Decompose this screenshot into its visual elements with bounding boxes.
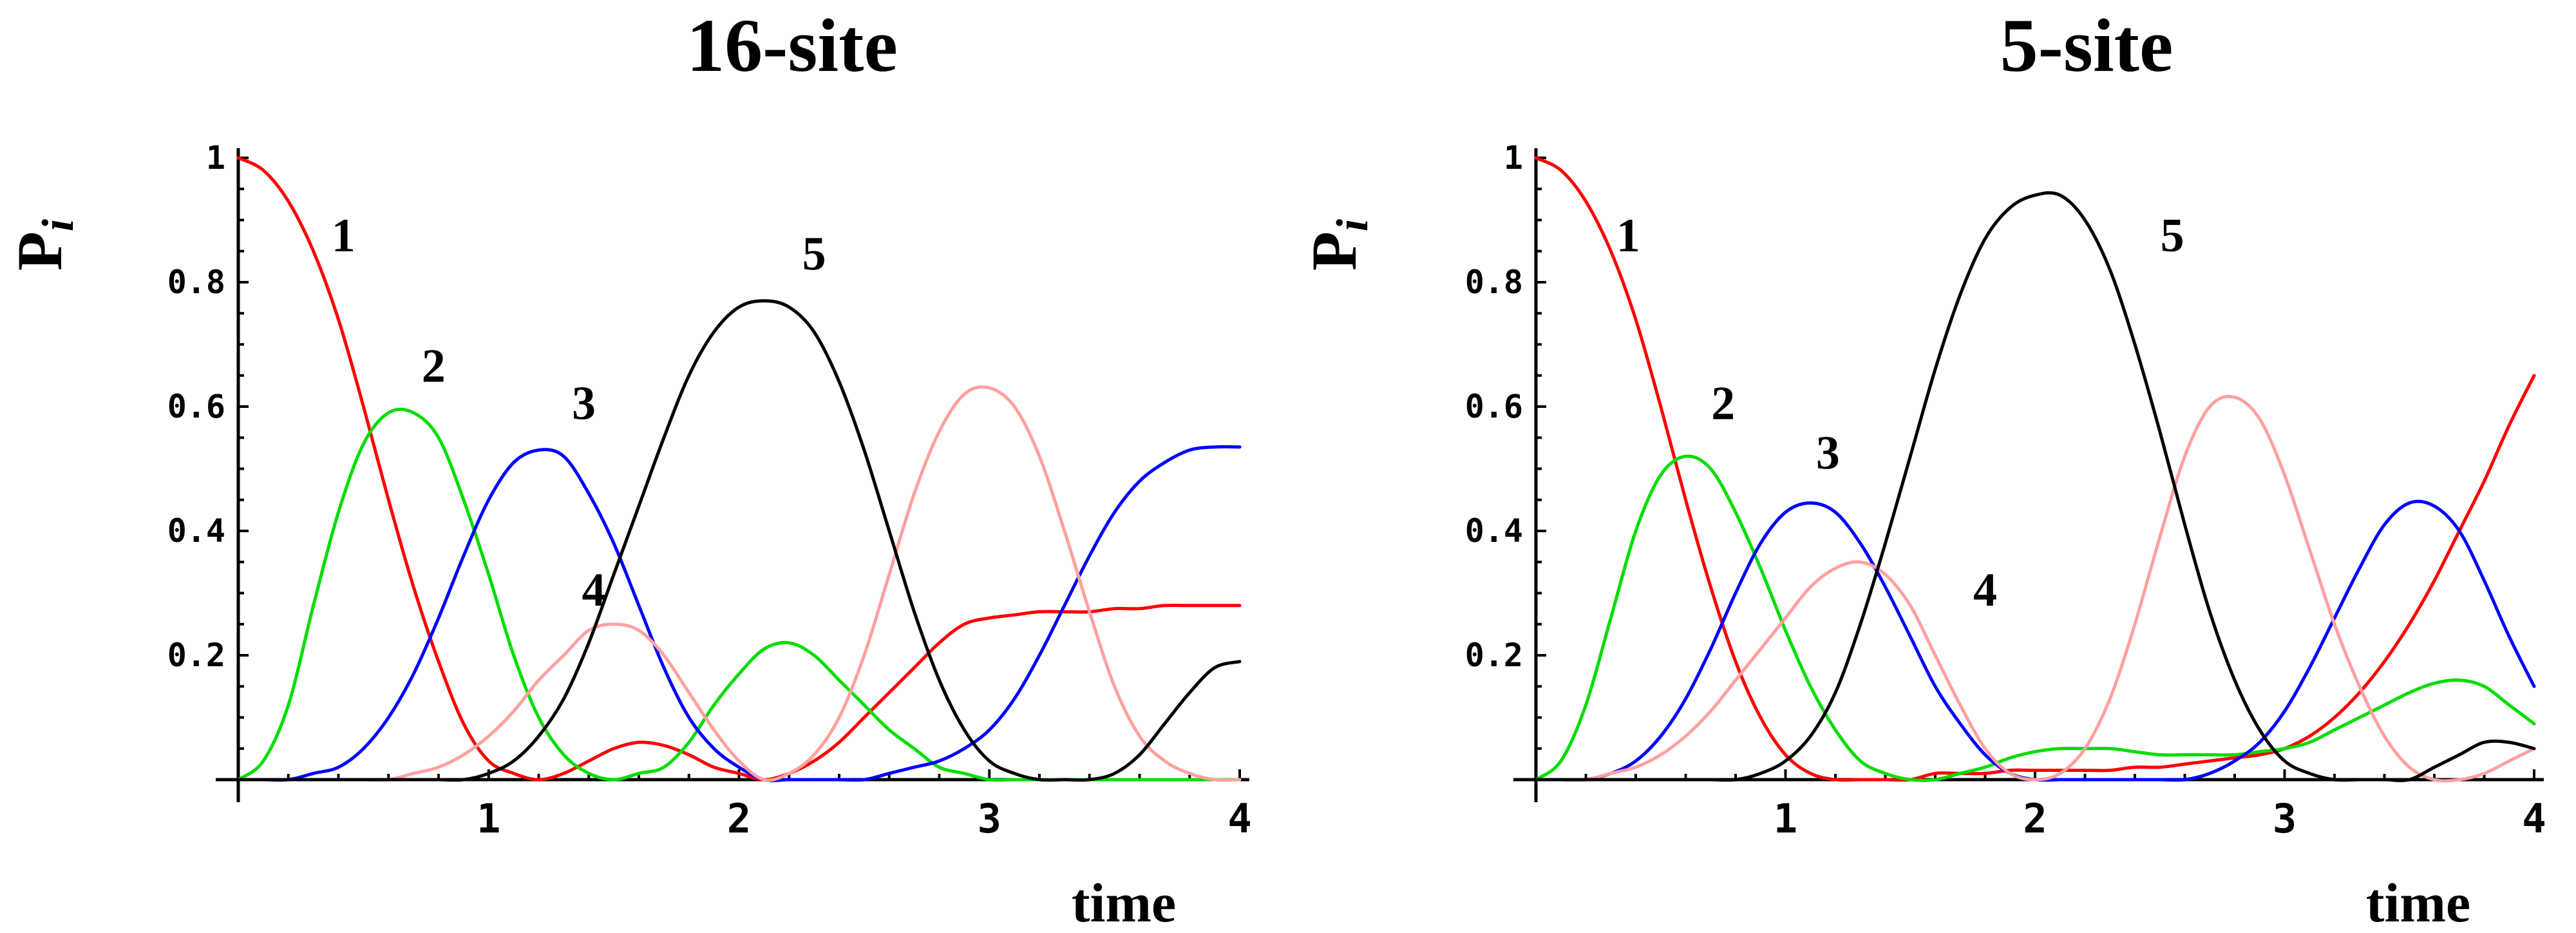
- y-tick-label: 0.6: [1465, 388, 1523, 425]
- series-1-line: [236, 156, 1242, 782]
- x-axis-label: time: [1072, 872, 1176, 933]
- series-label-2: 2: [1711, 377, 1735, 430]
- y-tick-label: 1: [206, 139, 225, 177]
- x-tick-label: 4: [2522, 795, 2546, 842]
- series-label-3: 3: [572, 377, 596, 430]
- x-tick-label: 1: [1774, 795, 1797, 842]
- series-label-3: 3: [1816, 427, 1840, 480]
- x-tick-label: 2: [727, 795, 751, 842]
- chart-5-site: 5-site time Pi 1 0.8 0.6 0.4 0.2 1 2 3 4 1 2 3 4 5: [1298, 3, 2546, 933]
- y-tick-label: 0.4: [1465, 512, 1523, 550]
- x-axis-label: time: [2366, 872, 2470, 933]
- series-3-line: [236, 445, 1242, 782]
- y-axis-label: Pi: [4, 218, 83, 271]
- series-label-5: 5: [802, 228, 826, 281]
- series-label-1: 1: [1616, 209, 1640, 262]
- x-tick-label: 3: [978, 795, 1001, 842]
- y-tick-label: 0.8: [1465, 264, 1523, 301]
- chart-title: 5-site: [2000, 3, 2174, 88]
- series-label-1: 1: [332, 209, 355, 262]
- series-label-4: 4: [582, 564, 606, 617]
- series-5-line: [1534, 191, 2536, 782]
- series-label-5: 5: [2161, 209, 2184, 262]
- y-tick-label: 0.6: [167, 388, 225, 425]
- series-5-line: [236, 299, 1242, 782]
- x-tick-label: 2: [2023, 795, 2047, 842]
- series-label-2: 2: [422, 340, 446, 392]
- series-label-4: 4: [1973, 564, 1997, 617]
- series-2-line: [236, 407, 1242, 782]
- chart-16-site: 16-site time Pi 1 0.8 0.6 0.4 0.2 1 2 3 4 1 2 3 4 5: [4, 3, 1252, 933]
- y-tick-label: 0.2: [167, 637, 225, 674]
- y-axis-label: Pi: [1298, 218, 1378, 271]
- y-tick-label: 1: [1504, 139, 1523, 177]
- x-tick-label: 3: [2273, 795, 2297, 842]
- y-tick-label: 0.4: [167, 512, 225, 550]
- y-tick-label: 0.2: [1465, 637, 1523, 674]
- series-2-line: [1534, 454, 2536, 782]
- series-4-line: [1534, 394, 2536, 783]
- series-4-line: [236, 385, 1242, 782]
- chart-title: 16-site: [687, 3, 898, 88]
- x-tick-label: 4: [1227, 795, 1251, 842]
- series-1-line: [1534, 156, 2536, 782]
- x-tick-label: 1: [477, 795, 500, 842]
- y-tick-label: 0.8: [167, 264, 225, 301]
